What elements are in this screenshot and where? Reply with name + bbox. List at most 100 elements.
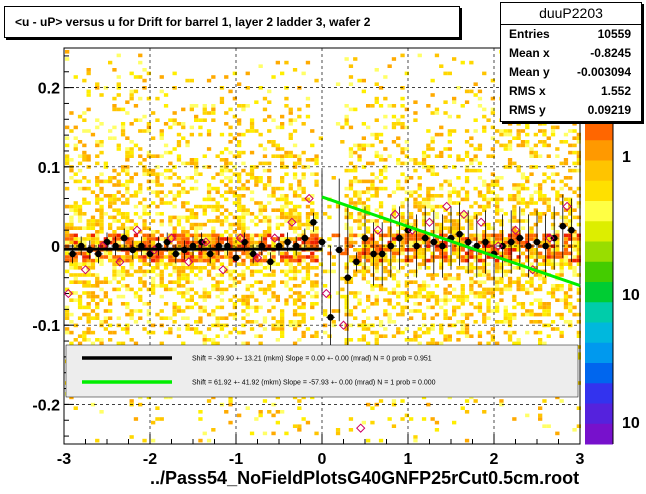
heatmap-cell bbox=[159, 276, 164, 281]
heatmap-cell bbox=[142, 269, 147, 274]
heatmap-cell bbox=[443, 147, 448, 151]
heatmap-cell bbox=[520, 312, 526, 317]
heatmap-cell bbox=[129, 140, 134, 144]
heatmap-cell bbox=[361, 78, 366, 83]
x-tick-label: 3 bbox=[576, 451, 585, 468]
heatmap-cell bbox=[224, 266, 229, 270]
heatmap-cell bbox=[464, 251, 470, 256]
heatmap-cell bbox=[507, 158, 513, 162]
heatmap-cell bbox=[542, 276, 547, 281]
heatmap-cell bbox=[473, 93, 478, 97]
heatmap-cell bbox=[366, 323, 371, 328]
heatmap-cell bbox=[533, 298, 538, 302]
heatmap-cell bbox=[288, 237, 293, 241]
heatmap-cell bbox=[550, 212, 556, 216]
heatmap-cell bbox=[181, 262, 186, 266]
heatmap-cell bbox=[387, 64, 392, 68]
heatmap-cell bbox=[550, 125, 556, 130]
heatmap-cell bbox=[301, 197, 306, 202]
heatmap-cell bbox=[499, 399, 504, 403]
heatmap-cell bbox=[198, 410, 203, 414]
heatmap-cell bbox=[86, 327, 91, 331]
heatmap-cell bbox=[310, 287, 315, 292]
heatmap-cell bbox=[559, 287, 564, 292]
heatmap-cell bbox=[297, 312, 302, 317]
heatmap-cell bbox=[116, 273, 121, 277]
heatmap-cell bbox=[374, 186, 379, 191]
heatmap-cell bbox=[189, 251, 194, 256]
heatmap-cell bbox=[146, 150, 151, 155]
heatmap-cell bbox=[503, 312, 508, 317]
heatmap-cell bbox=[447, 338, 452, 342]
heatmap-cell bbox=[202, 222, 207, 227]
heatmap-cell bbox=[366, 186, 371, 191]
heatmap-cell bbox=[387, 262, 392, 266]
heatmap-cell bbox=[413, 438, 418, 443]
heatmap-cell bbox=[112, 215, 117, 220]
heatmap-cell bbox=[194, 204, 199, 209]
heatmap-cell bbox=[529, 194, 534, 198]
heatmap-cell bbox=[340, 125, 345, 130]
heatmap-cell bbox=[396, 312, 401, 317]
heatmap-cell bbox=[262, 240, 268, 245]
heatmap-cell bbox=[559, 258, 564, 263]
heatmap-cell bbox=[572, 237, 577, 241]
heatmap-cell bbox=[456, 294, 461, 299]
heatmap-cell bbox=[538, 251, 543, 256]
heatmap-cell bbox=[378, 323, 384, 328]
heatmap-cell bbox=[464, 294, 470, 299]
heatmap-cell bbox=[378, 204, 384, 209]
heatmap-cell bbox=[529, 154, 534, 158]
heatmap-cell bbox=[116, 280, 121, 284]
heatmap-cell bbox=[237, 154, 242, 158]
heatmap-cell bbox=[572, 161, 577, 166]
open-marker bbox=[356, 423, 366, 433]
heatmap-cell bbox=[189, 240, 194, 245]
heatmap-cell bbox=[409, 222, 414, 227]
heatmap-cell bbox=[163, 150, 169, 155]
heatmap-cell bbox=[237, 132, 242, 137]
heatmap-cell bbox=[181, 309, 186, 313]
heatmap-cell bbox=[237, 172, 242, 176]
heatmap-cell bbox=[460, 406, 465, 410]
heatmap-cell bbox=[387, 273, 392, 277]
heatmap-cell bbox=[280, 212, 285, 216]
heatmap-cell bbox=[176, 266, 182, 270]
heatmap-cell bbox=[163, 201, 169, 205]
heatmap-cell bbox=[133, 89, 139, 94]
heatmap-cell bbox=[391, 255, 397, 259]
heatmap-cell bbox=[447, 273, 452, 277]
heatmap-cell bbox=[232, 240, 237, 245]
heatmap-cell bbox=[108, 309, 113, 313]
heatmap-cell bbox=[469, 161, 474, 166]
heatmap-cell bbox=[168, 222, 173, 227]
heatmap-cell bbox=[344, 248, 349, 252]
heatmap-cell bbox=[490, 147, 495, 151]
heatmap-cell bbox=[456, 194, 461, 198]
heatmap-cell bbox=[391, 248, 397, 252]
heatmap-cell bbox=[198, 276, 203, 281]
heatmap-cell bbox=[456, 237, 461, 241]
heatmap-cell bbox=[288, 323, 293, 328]
heatmap-cell bbox=[335, 233, 341, 238]
heatmap-cell bbox=[168, 273, 173, 277]
heatmap-cell bbox=[310, 129, 315, 133]
heatmap-cell bbox=[215, 190, 220, 194]
heatmap-cell bbox=[421, 255, 427, 259]
heatmap-cell bbox=[254, 100, 259, 104]
heatmap-cell bbox=[559, 186, 564, 191]
heatmap-cell bbox=[374, 240, 379, 245]
heatmap-cell bbox=[495, 305, 500, 310]
heatmap-cell bbox=[572, 136, 577, 140]
heatmap-cell bbox=[176, 194, 182, 198]
heatmap-cell bbox=[404, 147, 409, 151]
heatmap-cell bbox=[538, 140, 543, 144]
heatmap-cell bbox=[258, 219, 263, 223]
colorbar-swatch bbox=[585, 180, 613, 202]
heatmap-cell bbox=[370, 143, 375, 148]
heatmap-cell bbox=[168, 237, 173, 241]
heatmap-cell bbox=[280, 233, 285, 238]
heatmap-cell bbox=[297, 305, 302, 310]
heatmap-cell bbox=[391, 237, 397, 241]
heatmap-cell bbox=[189, 255, 194, 259]
